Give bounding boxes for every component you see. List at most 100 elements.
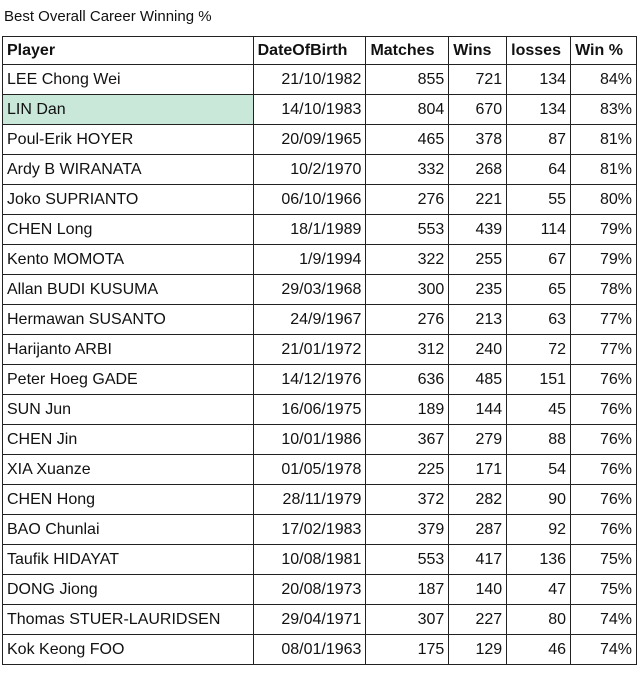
value-cell: 64 xyxy=(506,154,572,185)
table-row: XIA Xuanze 01/05/1978 225 171 54 76% xyxy=(2,454,637,485)
value-cell: 28/11/1979 xyxy=(252,484,367,515)
value-cell: 417 xyxy=(448,544,508,575)
table-row: Kento MOMOTA 1/9/1994 322 255 67 79% xyxy=(2,244,637,275)
value-cell: 76% xyxy=(570,424,637,455)
header-cell: Win % xyxy=(570,36,637,65)
value-cell: 636 xyxy=(365,364,450,395)
value-cell: 29/04/1971 xyxy=(252,604,367,635)
value-cell: 225 xyxy=(365,454,450,485)
table: Player DateOfBirth Matches Wins losses Win % … xyxy=(2,36,637,665)
value-cell: 14/12/1976 xyxy=(252,364,367,395)
value-cell: 06/10/1966 xyxy=(252,184,367,215)
value-cell: 63 xyxy=(506,304,572,335)
value-cell: 47 xyxy=(506,574,572,605)
value-cell: 221 xyxy=(448,184,508,215)
value-cell: 134 xyxy=(506,64,572,95)
value-cell: 485 xyxy=(448,364,508,395)
value-cell: 300 xyxy=(365,274,450,305)
value-cell: 92 xyxy=(506,514,572,545)
value-cell: 90 xyxy=(506,484,572,515)
value-cell: 189 xyxy=(365,394,450,425)
table-row: Peter Hoeg GADE 14/12/1976 636 485 151 76% xyxy=(2,364,637,395)
table-row: LIN Dan 14/10/1983 804 670 134 83% xyxy=(2,94,637,125)
header-cell: Matches xyxy=(365,36,450,65)
value-cell: 46 xyxy=(506,634,572,665)
value-cell: 227 xyxy=(448,604,508,635)
value-cell: 287 xyxy=(448,514,508,545)
value-cell: 240 xyxy=(448,334,508,365)
value-cell: 312 xyxy=(365,334,450,365)
player-cell: Peter Hoeg GADE xyxy=(2,364,254,395)
value-cell: 140 xyxy=(448,574,508,605)
player-cell: CHEN Jin xyxy=(2,424,254,455)
value-cell: 379 xyxy=(365,514,450,545)
value-cell: 88 xyxy=(506,424,572,455)
value-cell: 268 xyxy=(448,154,508,185)
value-cell: 17/02/1983 xyxy=(252,514,367,545)
value-cell: 175 xyxy=(365,634,450,665)
value-cell: 10/2/1970 xyxy=(252,154,367,185)
player-cell: CHEN Long xyxy=(2,214,254,245)
player-cell: Allan BUDI KUSUMA xyxy=(2,274,254,305)
value-cell: 67 xyxy=(506,244,572,275)
title: Best Overall Career Winning % xyxy=(4,8,212,25)
value-cell: 54 xyxy=(506,454,572,485)
table-row: LEE Chong Wei 21/10/1982 855 721 134 84% xyxy=(2,64,637,95)
value-cell: 276 xyxy=(365,304,450,335)
player-cell: Poul-Erik HOYER xyxy=(2,124,254,155)
table-row: Kok Keong FOO 08/01/1963 175 129 46 74% xyxy=(2,634,637,665)
table-body: LEE Chong Wei 21/10/1982 855 721 134 84% LIN D… xyxy=(2,64,637,665)
value-cell: 75% xyxy=(570,574,637,605)
value-cell: 378 xyxy=(448,124,508,155)
value-cell: 81% xyxy=(570,154,637,185)
value-cell: 553 xyxy=(365,214,450,245)
table-row: Joko SUPRIANTO 06/10/1966 276 221 55 80% xyxy=(2,184,637,215)
value-cell: 439 xyxy=(448,214,508,245)
value-cell: 255 xyxy=(448,244,508,275)
value-cell: 29/03/1968 xyxy=(252,274,367,305)
value-cell: 16/06/1975 xyxy=(252,394,367,425)
value-cell: 367 xyxy=(365,424,450,455)
value-cell: 136 xyxy=(506,544,572,575)
value-cell: 282 xyxy=(448,484,508,515)
value-cell: 213 xyxy=(448,304,508,335)
value-cell: 74% xyxy=(570,634,637,665)
value-cell: 76% xyxy=(570,394,637,425)
value-cell: 332 xyxy=(365,154,450,185)
player-cell: Taufik HIDAYAT xyxy=(2,544,254,575)
table-row: Allan BUDI KUSUMA 29/03/1968 300 235 65 78% xyxy=(2,274,637,305)
value-cell: 55 xyxy=(506,184,572,215)
player-cell: XIA Xuanze xyxy=(2,454,254,485)
player-cell: LIN Dan xyxy=(2,94,254,125)
value-cell: 77% xyxy=(570,334,637,365)
table-row: Taufik HIDAYAT 10/08/1981 553 417 136 75% xyxy=(2,544,637,575)
value-cell: 18/1/1989 xyxy=(252,214,367,245)
player-cell: Thomas STUER-LAURIDSEN xyxy=(2,604,254,635)
value-cell: 10/08/1981 xyxy=(252,544,367,575)
value-cell: 77% xyxy=(570,304,637,335)
value-cell: 76% xyxy=(570,514,637,545)
value-cell: 76% xyxy=(570,484,637,515)
header-cell: DateOfBirth xyxy=(252,36,367,65)
value-cell: 187 xyxy=(365,574,450,605)
value-cell: 78% xyxy=(570,274,637,305)
value-cell: 14/10/1983 xyxy=(252,94,367,125)
player-cell: BAO Chunlai xyxy=(2,514,254,545)
value-cell: 20/08/1973 xyxy=(252,574,367,605)
value-cell: 279 xyxy=(448,424,508,455)
value-cell: 114 xyxy=(506,214,572,245)
value-cell: 129 xyxy=(448,634,508,665)
value-cell: 1/9/1994 xyxy=(252,244,367,275)
value-cell: 804 xyxy=(365,94,450,125)
value-cell: 72 xyxy=(506,334,572,365)
value-cell: 21/10/1982 xyxy=(252,64,367,95)
value-cell: 553 xyxy=(365,544,450,575)
value-cell: 79% xyxy=(570,214,637,245)
table-row: Hermawan SUSANTO 24/9/1967 276 213 63 77% xyxy=(2,304,637,335)
value-cell: 01/05/1978 xyxy=(252,454,367,485)
value-cell: 76% xyxy=(570,454,637,485)
value-cell: 74% xyxy=(570,604,637,635)
header-cell: losses xyxy=(506,36,572,65)
table-row: Ardy B WIRANATA 10/2/1970 332 268 64 81% xyxy=(2,154,637,185)
